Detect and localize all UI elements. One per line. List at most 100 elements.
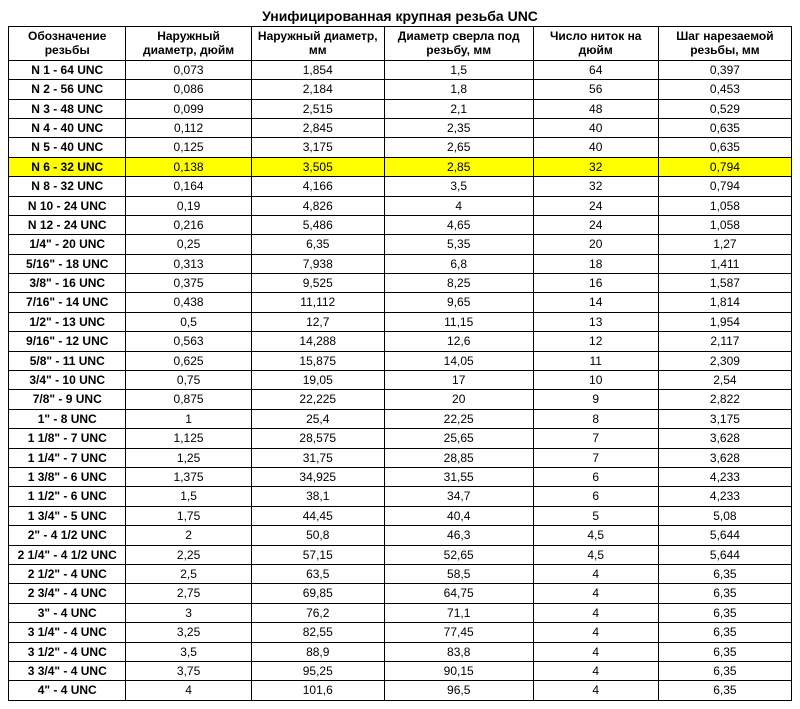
table-row: 3 1/2" - 4 UNC3,588,983,846,35	[9, 642, 792, 661]
table-row: 3/8" - 16 UNC0,3759,5258,25161,587	[9, 274, 792, 293]
cell: 11,112	[251, 293, 384, 312]
cell: 11,15	[384, 312, 533, 331]
table-row: N 12 - 24 UNC0,2165,4864,65241,058	[9, 215, 792, 234]
cell: 6,35	[658, 564, 791, 583]
table-row: 1 1/4" - 7 UNC1,2531,7528,8573,628	[9, 448, 792, 467]
table-row: 2 1/2" - 4 UNC2,563,558,546,35	[9, 564, 792, 583]
cell: 32	[533, 157, 658, 176]
cell: 63,5	[251, 564, 384, 583]
cell: 12	[533, 332, 658, 351]
thread-designation: 1 1/4" - 7 UNC	[9, 448, 126, 467]
cell: 58,5	[384, 564, 533, 583]
cell: 0,75	[126, 371, 251, 390]
cell: 9,65	[384, 293, 533, 312]
cell: 71,1	[384, 603, 533, 622]
cell: 2	[126, 526, 251, 545]
thread-designation: N 2 - 56 UNC	[9, 80, 126, 99]
cell: 13	[533, 312, 658, 331]
cell: 1,8	[384, 80, 533, 99]
cell: 3,5	[384, 177, 533, 196]
col-header-0: Обозначение резьбы	[9, 27, 126, 61]
cell: 20	[533, 235, 658, 254]
cell: 4,166	[251, 177, 384, 196]
cell: 9,525	[251, 274, 384, 293]
cell: 52,65	[384, 545, 533, 564]
table-row: 5/16" - 18 UNC0,3137,9386,8181,411	[9, 254, 792, 273]
cell: 17	[384, 371, 533, 390]
cell: 3,75	[126, 661, 251, 680]
table-row: N 2 - 56 UNC0,0862,1841,8560,453	[9, 80, 792, 99]
thread-designation: 1/4" - 20 UNC	[9, 235, 126, 254]
cell: 0,794	[658, 157, 791, 176]
cell: 25,4	[251, 409, 384, 428]
cell: 82,55	[251, 623, 384, 642]
cell: 40	[533, 118, 658, 137]
cell: 14,288	[251, 332, 384, 351]
cell: 34,7	[384, 487, 533, 506]
thread-designation: 3 3/4" - 4 UNC	[9, 661, 126, 680]
cell: 57,15	[251, 545, 384, 564]
cell: 2,65	[384, 138, 533, 157]
table-row: 4" - 4 UNC4101,696,546,35	[9, 681, 792, 700]
cell: 31,55	[384, 467, 533, 486]
cell: 64,75	[384, 584, 533, 603]
cell: 1,854	[251, 60, 384, 79]
cell: 40	[533, 138, 658, 157]
cell: 34,925	[251, 467, 384, 486]
cell: 2,515	[251, 99, 384, 118]
cell: 2,85	[384, 157, 533, 176]
thread-designation: 5/16" - 18 UNC	[9, 254, 126, 273]
cell: 12,7	[251, 312, 384, 331]
cell: 5,35	[384, 235, 533, 254]
cell: 9	[533, 390, 658, 409]
col-header-1: Наружный диаметр, дюйм	[126, 27, 251, 61]
col-header-3: Диаметр сверла под резьбу, мм	[384, 27, 533, 61]
cell: 14	[533, 293, 658, 312]
cell: 3,628	[658, 429, 791, 448]
thread-designation: N 8 - 32 UNC	[9, 177, 126, 196]
cell: 6,35	[658, 661, 791, 680]
cell: 0,313	[126, 254, 251, 273]
thread-designation: 1 3/4" - 5 UNC	[9, 506, 126, 525]
cell: 22,25	[384, 409, 533, 428]
cell: 2,117	[658, 332, 791, 351]
table-row: 1" - 8 UNC125,422,2583,175	[9, 409, 792, 428]
thread-designation: 3" - 4 UNC	[9, 603, 126, 622]
cell: 4	[533, 564, 658, 583]
cell: 4,5	[533, 545, 658, 564]
thread-designation: 7/16" - 14 UNC	[9, 293, 126, 312]
table-header-row: Обозначение резьбыНаружный диаметр, дюйм…	[9, 27, 792, 61]
cell: 56	[533, 80, 658, 99]
cell: 0,563	[126, 332, 251, 351]
cell: 0,635	[658, 138, 791, 157]
table-row: 5/8" - 11 UNC0,62515,87514,05112,309	[9, 351, 792, 370]
table-row: 2 3/4" - 4 UNC2,7569,8564,7546,35	[9, 584, 792, 603]
cell: 24	[533, 215, 658, 234]
cell: 69,85	[251, 584, 384, 603]
cell: 0,164	[126, 177, 251, 196]
cell: 8	[533, 409, 658, 428]
table-row: 3/4" - 10 UNC0,7519,0517102,54	[9, 371, 792, 390]
cell: 1,587	[658, 274, 791, 293]
thread-designation: 4" - 4 UNC	[9, 681, 126, 700]
cell: 14,05	[384, 351, 533, 370]
cell: 0,099	[126, 99, 251, 118]
thread-designation: 1 3/8" - 6 UNC	[9, 467, 126, 486]
cell: 25,65	[384, 429, 533, 448]
cell: 0,438	[126, 293, 251, 312]
cell: 2,75	[126, 584, 251, 603]
cell: 4	[533, 623, 658, 642]
table-row: N 10 - 24 UNC0,194,8264241,058	[9, 196, 792, 215]
col-header-5: Шаг нарезаемой резьбы, мм	[658, 27, 791, 61]
cell: 1,814	[658, 293, 791, 312]
thread-designation: N 1 - 64 UNC	[9, 60, 126, 79]
cell: 101,6	[251, 681, 384, 700]
cell: 2,845	[251, 118, 384, 137]
cell: 5,644	[658, 526, 791, 545]
cell: 5,486	[251, 215, 384, 234]
cell: 2,5	[126, 564, 251, 583]
cell: 0,635	[658, 118, 791, 137]
cell: 3,25	[126, 623, 251, 642]
cell: 1,125	[126, 429, 251, 448]
table-row: 1 1/2" - 6 UNC1,538,134,764,233	[9, 487, 792, 506]
